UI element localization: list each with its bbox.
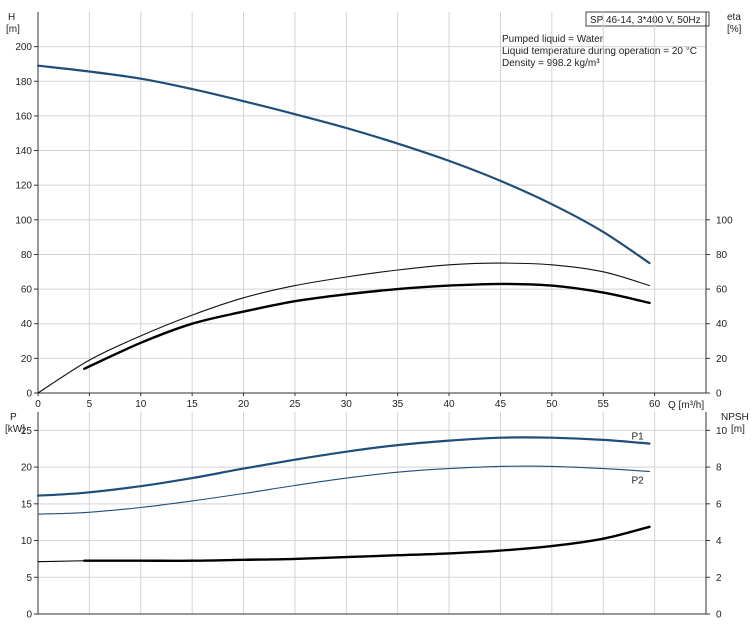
right-tick-label: 2: [716, 573, 722, 584]
x-tick-label: 45: [495, 399, 507, 410]
h-axis-label: H: [8, 12, 15, 23]
left-tick-label: 0: [26, 389, 32, 400]
left-tick-label: 15: [21, 499, 33, 510]
x-tick-label: 35: [392, 399, 404, 410]
right-tick-label: 60: [716, 285, 728, 296]
x-tick-label: 55: [598, 399, 610, 410]
left-tick-label: 100: [15, 215, 32, 226]
left-tick-label: 80: [21, 250, 33, 261]
x-tick-label: 0: [35, 399, 41, 410]
series-line-h: [36, 64, 651, 265]
right-tick-label: 80: [716, 250, 728, 261]
x-tick-label: 50: [546, 399, 558, 410]
x-tick-label: 5: [87, 399, 93, 410]
x-tick-label: 15: [187, 399, 199, 410]
liquid-temperature-text: Liquid temperature during operation = 20…: [502, 46, 697, 57]
series-line-p2: [37, 465, 651, 515]
eta-axis-unit: [%]: [727, 24, 742, 35]
p-axis-label: P: [10, 412, 17, 423]
x-tick-label: 40: [444, 399, 456, 410]
left-tick-label: 20: [21, 354, 33, 365]
right-tick-label: 40: [716, 319, 728, 330]
right-tick-label: 8: [716, 463, 722, 474]
left-tick-label: 120: [15, 181, 32, 192]
left-tick-label: 40: [21, 319, 33, 330]
series-label-p1: P1: [631, 432, 644, 443]
h-axis-unit: [m]: [6, 24, 20, 35]
left-tick-label: 25: [21, 426, 33, 437]
pumped-liquid-text: Pumped liquid = Water: [502, 34, 604, 45]
x-tick-label: 60: [649, 399, 661, 410]
density-text: Density = 998.2 kg/m³: [502, 58, 600, 69]
x-tick-label: 30: [341, 399, 353, 410]
right-tick-label: 100: [716, 215, 733, 226]
series-line-p1: [36, 436, 651, 497]
series-line-eta-thick: [83, 282, 651, 370]
model-label: SP 46-14, 3*400 V, 50Hz: [590, 15, 701, 26]
right-tick-label: 20: [716, 354, 728, 365]
left-tick-label: 5: [26, 573, 32, 584]
left-tick-label: 60: [21, 285, 33, 296]
chart-marks: 0204060801001201401601802000204060801000…: [15, 12, 733, 621]
p-axis-unit: [kW]: [5, 424, 25, 435]
left-tick-label: 160: [15, 111, 32, 122]
left-tick-label: 140: [15, 146, 32, 157]
x-tick-label: 10: [135, 399, 147, 410]
x-tick-label: 25: [289, 399, 301, 410]
npsh-axis-label: NPSH: [721, 412, 749, 423]
series-line-eta-thin: [37, 262, 651, 394]
left-tick-label: 0: [26, 610, 32, 621]
right-tick-label: 0: [716, 610, 722, 621]
right-tick-label: 10: [716, 426, 728, 437]
left-tick-label: 10: [21, 536, 33, 547]
q-axis-label: Q [m³/h]: [668, 400, 704, 411]
right-tick-label: 0: [716, 389, 722, 400]
left-tick-label: 20: [21, 463, 33, 474]
eta-axis-label: eta: [727, 12, 741, 23]
right-tick-label: 6: [716, 499, 722, 510]
series-line-npsh-thin: [37, 560, 85, 563]
series-label-p2: P2: [631, 475, 644, 486]
left-tick-label: 200: [15, 42, 32, 53]
right-tick-label: 4: [716, 536, 722, 547]
x-tick-label: 20: [238, 399, 250, 410]
left-tick-label: 180: [15, 77, 32, 88]
model-box: [585, 11, 710, 27]
series-line-npsh: [83, 525, 651, 562]
npsh-axis-unit: [m]: [731, 424, 745, 435]
